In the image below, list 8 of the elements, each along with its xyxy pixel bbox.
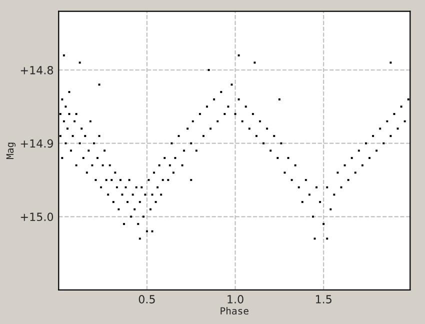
x-axis-title: Phase — [220, 307, 248, 315]
y-tick-label: +15.0 — [20, 212, 54, 222]
x-tick-label: 1.0 — [228, 295, 244, 304]
y-tick-label: +14.9 — [20, 139, 54, 148]
y-axis-title: Mag — [6, 142, 16, 160]
x-tick-label: 0.5 — [138, 295, 155, 304]
x-tick-label: 1.5 — [316, 295, 332, 304]
y-tick-label: +14.8 — [20, 66, 54, 74]
